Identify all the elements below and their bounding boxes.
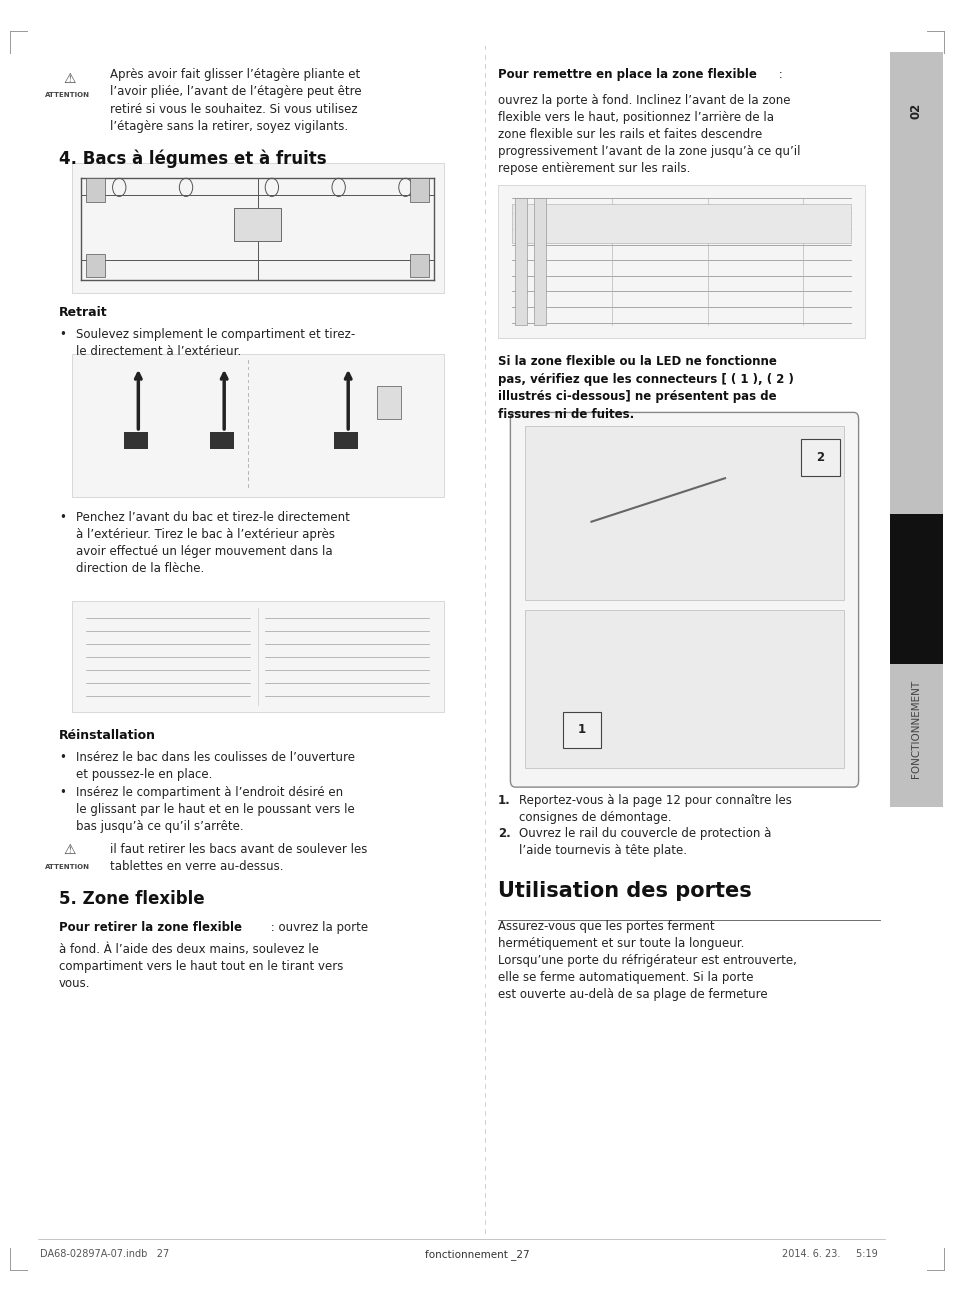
Bar — [210, 432, 233, 449]
Text: : ouvrez la porte: : ouvrez la porte — [267, 921, 368, 934]
Bar — [524, 610, 843, 768]
Text: ⚠: ⚠ — [63, 72, 76, 86]
Text: Soulevez simplement le compartiment et tirez-
le directement à l’extérieur.: Soulevez simplement le compartiment et t… — [76, 328, 355, 358]
Text: DA68-02897A-07.indb   27: DA68-02897A-07.indb 27 — [40, 1249, 169, 1259]
Bar — [410, 254, 429, 277]
Text: Insérez le bac dans les coulisses de l’ouverture
et poussez-le en place.: Insérez le bac dans les coulisses de l’o… — [76, 751, 355, 781]
Text: à fond. À l’aide des deux mains, soulevez le
compartiment vers le haut tout en l: à fond. À l’aide des deux mains, souleve… — [59, 943, 343, 990]
Text: 2.: 2. — [497, 827, 510, 840]
Bar — [524, 427, 843, 600]
Bar — [534, 198, 545, 325]
Text: il faut retirer les bacs avant de soulever les
tablettes en verre au-dessus.: il faut retirer les bacs avant de soulev… — [110, 843, 367, 873]
Bar — [71, 601, 443, 712]
Text: Si la zone flexible ou la LED ne fonctionne
pas, vérifiez que les connecteurs [ : Si la zone flexible ou la LED ne fonctio… — [497, 355, 793, 420]
Text: Penchez l’avant du bac et tirez-le directement
à l’extérieur. Tirez le bac à l’e: Penchez l’avant du bac et tirez-le direc… — [76, 511, 350, 575]
Text: Pour retirer la zone flexible: Pour retirer la zone flexible — [59, 921, 242, 934]
Text: Assurez-vous que les portes ferment
hermétiquement et sur toute la longueur.
Lor: Assurez-vous que les portes ferment herm… — [497, 920, 796, 1000]
Text: •: • — [59, 786, 66, 799]
Bar — [71, 163, 443, 293]
Text: •: • — [59, 511, 66, 524]
Bar — [86, 178, 105, 202]
Text: fonctionnement _27: fonctionnement _27 — [424, 1249, 529, 1259]
Bar — [334, 432, 357, 449]
Text: 5. Zone flexible: 5. Zone flexible — [59, 890, 205, 908]
FancyBboxPatch shape — [510, 412, 858, 787]
Text: ouvrez la porte à fond. Inclinez l’avant de la zone
flexible vers le haut, posit: ouvrez la porte à fond. Inclinez l’avant… — [497, 94, 800, 174]
Text: ⚠: ⚠ — [63, 843, 76, 857]
Bar — [562, 712, 600, 748]
Bar — [376, 386, 400, 419]
Bar — [233, 208, 281, 241]
Text: Pour remettre en place la zone flexible: Pour remettre en place la zone flexible — [497, 68, 756, 81]
Bar — [801, 440, 839, 476]
Bar — [889, 514, 942, 664]
Text: Ouvrez le rail du couvercle de protection à
l’aide tournevis à tête plate.: Ouvrez le rail du couvercle de protectio… — [518, 827, 771, 857]
Text: 2: 2 — [816, 451, 823, 464]
Bar — [410, 178, 429, 202]
Bar — [86, 254, 105, 277]
Bar — [497, 185, 864, 338]
Bar — [124, 432, 148, 449]
Text: 02: 02 — [909, 103, 922, 118]
Text: FONCTIONNEMENT: FONCTIONNEMENT — [910, 679, 921, 778]
Text: 2014. 6. 23.     5:19: 2014. 6. 23. 5:19 — [781, 1249, 877, 1259]
Text: Reportez-vous à la page 12 pour connaître les
consignes de démontage.: Reportez-vous à la page 12 pour connaîtr… — [518, 794, 791, 824]
Bar — [889, 52, 942, 807]
Text: :: : — [774, 68, 781, 81]
Text: •: • — [59, 328, 66, 341]
Text: ATTENTION: ATTENTION — [45, 92, 91, 99]
Bar — [515, 198, 526, 325]
Text: 1: 1 — [578, 723, 585, 736]
Text: 4. Bacs à légumes et à fruits: 4. Bacs à légumes et à fruits — [59, 150, 327, 168]
Text: ATTENTION: ATTENTION — [45, 864, 91, 870]
Bar — [512, 204, 850, 243]
Text: 1.: 1. — [497, 794, 510, 807]
Text: •: • — [59, 751, 66, 764]
Text: Après avoir fait glisser l’étagère pliante et
l’avoir pliée, l’avant de l’étagèr: Après avoir fait glisser l’étagère plian… — [110, 68, 361, 133]
Text: Utilisation des portes: Utilisation des portes — [497, 881, 751, 900]
Text: Réinstallation: Réinstallation — [59, 729, 156, 742]
Text: Retrait: Retrait — [59, 306, 108, 319]
Bar — [71, 354, 443, 497]
Text: Insérez le compartiment à l’endroit désiré en
le glissant par le haut et en le p: Insérez le compartiment à l’endroit dési… — [76, 786, 355, 833]
